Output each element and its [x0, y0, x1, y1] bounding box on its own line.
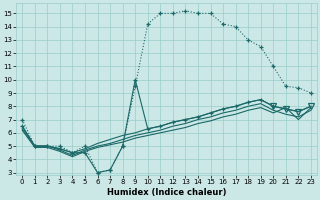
X-axis label: Humidex (Indice chaleur): Humidex (Indice chaleur) — [107, 188, 226, 197]
